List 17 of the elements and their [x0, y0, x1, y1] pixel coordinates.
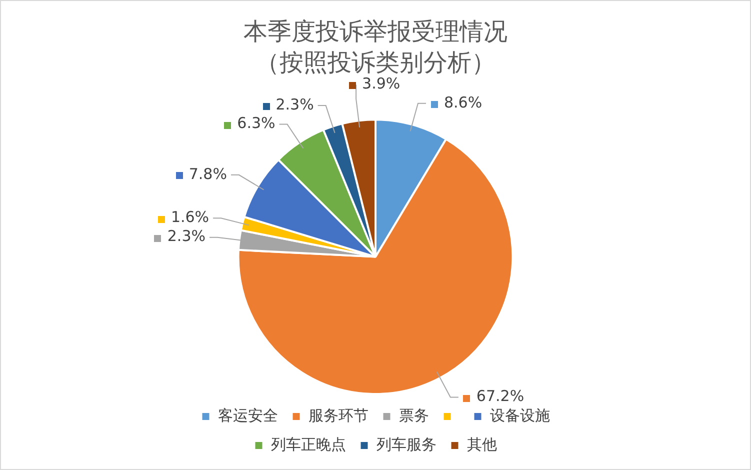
data-label: 7.8%	[188, 164, 227, 183]
legend-label: 其他	[466, 435, 497, 454]
legend-label: 票务	[398, 406, 429, 424]
data-label: 3.9%	[362, 74, 400, 93]
data-label: 2.3%	[167, 227, 206, 246]
data-label: 67.2%	[476, 387, 524, 406]
legend-label: 列车服务	[376, 435, 436, 454]
data-label: 8.6%	[444, 93, 482, 112]
legend-label: 客运安全	[218, 406, 278, 424]
data-label: 2.3%	[276, 95, 314, 114]
data-label: 6.3%	[237, 114, 276, 132]
chart-subtitle: （按照投诉类别分析）	[256, 48, 496, 76]
data-label: 1.6%	[170, 208, 210, 226]
legend-label: 列车正晚点	[270, 435, 346, 454]
legend-label: 服务环节	[308, 406, 368, 424]
chart-title: 本季度投诉举报受理情况	[244, 18, 508, 46]
legend-label: 设备设施	[490, 406, 550, 424]
